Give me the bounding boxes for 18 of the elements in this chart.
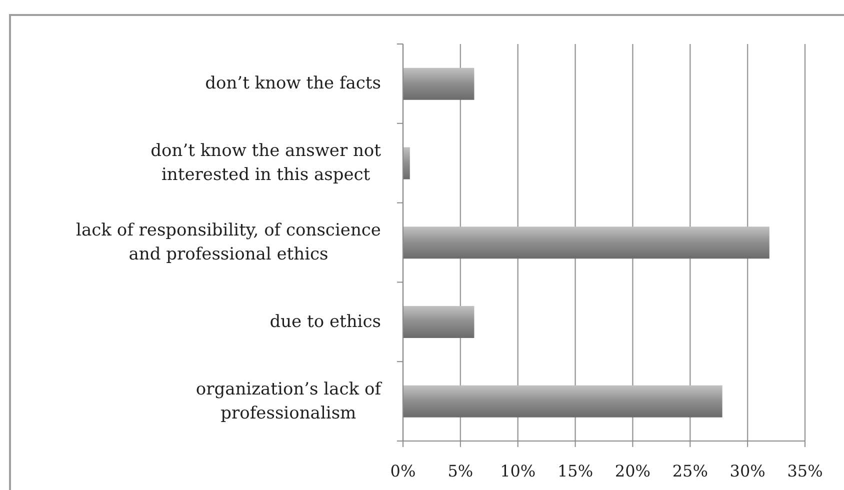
x-tick-label: 35% <box>787 461 823 480</box>
x-tick-label: 25% <box>672 461 708 480</box>
x-tick-label: 20% <box>614 461 650 480</box>
bar <box>403 68 474 100</box>
x-tick-label: 0% <box>390 461 416 480</box>
bar <box>403 226 770 259</box>
y-tick-label: organization’s lack of professionalism <box>196 379 383 424</box>
y-tick-label: don’t know the facts <box>205 74 382 94</box>
bar <box>403 385 722 418</box>
x-tick-label: 10% <box>500 461 536 480</box>
bar <box>403 147 410 180</box>
x-tick-label: 30% <box>730 461 766 480</box>
y-tick-label: don’t know the answer not interested in this aspect <box>150 141 382 186</box>
y-tick-label: lack of responsibility, of conscience and professional ethics <box>76 220 382 264</box>
x-tick-label: 5% <box>448 461 474 480</box>
bar <box>403 306 474 338</box>
x-tick-label: 15% <box>558 461 594 480</box>
y-tick-label: due to ethics <box>270 312 382 332</box>
